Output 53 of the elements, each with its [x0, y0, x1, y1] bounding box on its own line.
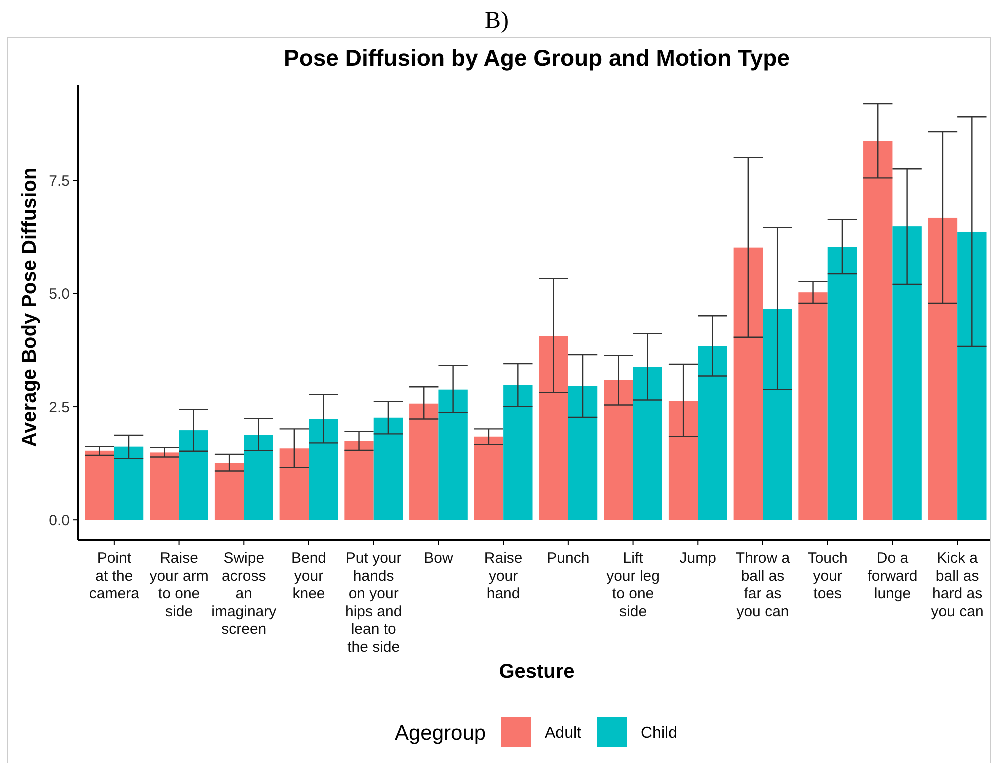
bar: [114, 446, 144, 520]
bar: [474, 436, 504, 520]
y-axis-title: Average Body Pose Diffusion: [19, 168, 41, 448]
legend-title: Agegroup: [395, 722, 486, 745]
bar: [179, 430, 208, 520]
chart-title: Pose Diffusion by Age Group and Motion Type: [284, 45, 790, 71]
x-tick-label: Put your hands on your hips and lean to the side: [346, 550, 402, 656]
x-tick-label: Swipe across an imaginary screen: [212, 550, 278, 638]
x-tick-label: Lift your leg to one side: [606, 550, 660, 620]
x-tick-label: Raise your hand: [484, 550, 523, 603]
bar: [828, 247, 858, 520]
bar: [410, 404, 439, 520]
bar: [928, 218, 958, 520]
x-tick-label: Point at the camera: [89, 550, 140, 603]
x-tick-label: Throw a ball as far as you can: [736, 550, 791, 620]
bar: [374, 418, 404, 520]
x-tick-label: Bend your knee: [291, 550, 327, 603]
y-tick-label: 5.0: [49, 286, 70, 304]
bar: [85, 450, 114, 520]
y-tick-label: 7.5: [49, 173, 70, 190]
x-tick-label: Punch: [547, 550, 590, 567]
bar: [604, 380, 634, 520]
bar: [633, 367, 662, 520]
x-tick-label: Raise your arm to one side: [150, 550, 209, 620]
x-tick-label: Jump: [680, 550, 716, 567]
x-tick-label: Bow: [424, 550, 454, 567]
x-axis-title: Gesture: [499, 661, 575, 683]
y-tick-label: 0.0: [49, 512, 70, 530]
bar: [734, 248, 763, 520]
bar: [504, 385, 533, 520]
bar: [668, 401, 698, 520]
y-tick-label: 2.5: [49, 399, 70, 416]
legend-label: Child: [641, 725, 678, 742]
bar: [344, 441, 374, 520]
bar: [438, 390, 468, 520]
bar: [568, 386, 598, 520]
bar: [214, 463, 244, 520]
bar: [698, 346, 728, 520]
bar: [763, 309, 792, 520]
bar: [280, 448, 309, 520]
bar: [244, 435, 274, 520]
x-tick-label: Touch your toes: [808, 550, 848, 603]
legend-label: Adult: [545, 725, 582, 742]
bar: [958, 232, 987, 520]
bar: [798, 292, 828, 520]
bar: [892, 226, 922, 520]
text: B): [485, 8, 509, 34]
bar: [539, 336, 568, 520]
x-tick-label: Do a forward lunge: [868, 550, 918, 603]
x-tick-label: Kick a ball as hard as you can: [931, 550, 984, 620]
bar: [864, 141, 893, 520]
bar: [150, 452, 180, 520]
bar: [309, 419, 338, 520]
